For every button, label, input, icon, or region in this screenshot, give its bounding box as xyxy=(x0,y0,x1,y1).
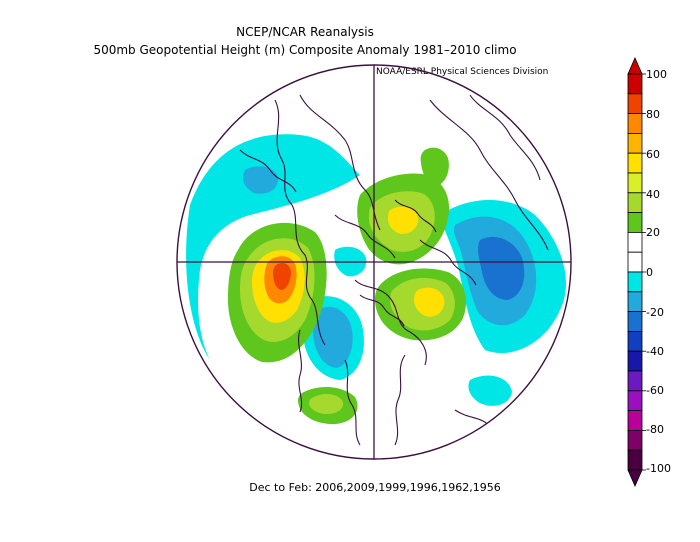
anomaly-shading xyxy=(186,134,566,425)
map-subtitle: 500mb Geopotential Height (m) Composite … xyxy=(93,43,517,57)
colorbar-cell xyxy=(627,152,643,174)
colorbar-ticks xyxy=(642,73,646,471)
colorbar-cell xyxy=(627,311,643,332)
colorbar-label: 60 xyxy=(646,148,660,161)
colorbar-cell xyxy=(627,192,643,214)
colorbar-cap-top xyxy=(627,57,643,75)
colorbar-cell xyxy=(627,350,643,372)
colorbar-cell xyxy=(627,330,643,352)
pos-anomaly-south-mid xyxy=(309,394,344,414)
colorbar-label: 40 xyxy=(646,188,660,201)
colorbar-label: 100 xyxy=(646,68,667,81)
neg-anomaly-belt xyxy=(186,134,360,360)
colorbar-label: -100 xyxy=(646,462,671,475)
colorbar-cell xyxy=(627,449,643,471)
credit-label: NOAA/ESRL Physical Sciences Division xyxy=(376,67,549,77)
colorbar-cell xyxy=(627,390,643,411)
colorbar-cell xyxy=(627,172,643,194)
colorbar-label: 0 xyxy=(646,266,653,279)
colorbar-label: -80 xyxy=(646,423,664,436)
map-title: NCEP/NCAR Reanalysis xyxy=(236,25,374,39)
colorbar-cell xyxy=(627,251,643,273)
colorbar-cap-bottom xyxy=(627,469,643,487)
period-label: Dec to Feb: 2006,2009,1999,1996,1962,195… xyxy=(249,481,501,494)
colorbar-cell xyxy=(627,212,643,233)
colorbar-cell xyxy=(627,429,643,451)
colorbar-cell xyxy=(627,93,643,115)
colorbar-cell xyxy=(627,231,643,253)
pos-anomaly-scandinavia xyxy=(420,147,449,186)
colorbar-labels: 100 80 60 40 20 0 -20 -40 -60 -80 -100 xyxy=(646,68,671,475)
map-boundary xyxy=(176,64,572,460)
colorbar-cell xyxy=(627,291,643,312)
colorbar-cell xyxy=(627,113,643,134)
neg-anomaly-south xyxy=(468,375,512,406)
colorbar-cell xyxy=(627,271,643,293)
neg-anomaly-pacific-mid xyxy=(312,306,353,368)
colorbar-label: -20 xyxy=(646,306,664,319)
colorbar-cells xyxy=(627,57,643,487)
colorbar-cell xyxy=(627,73,643,95)
colorbar-cell xyxy=(627,410,643,431)
colorbar-label: -60 xyxy=(646,384,664,397)
neg-anomaly-east-core xyxy=(478,236,525,300)
pos-anomaly-arctic-strong xyxy=(388,206,419,234)
pos-anomaly-central-strong xyxy=(414,287,445,317)
colorbar-cell xyxy=(627,370,643,392)
colorbar-label: 20 xyxy=(646,226,660,239)
colorbar-label: -40 xyxy=(646,345,664,358)
colorbar-label: 80 xyxy=(646,108,660,121)
pos-anomaly-west-peak xyxy=(273,263,291,290)
colorbar-cell xyxy=(627,132,643,154)
neg-anomaly-nw-mid xyxy=(243,166,279,194)
